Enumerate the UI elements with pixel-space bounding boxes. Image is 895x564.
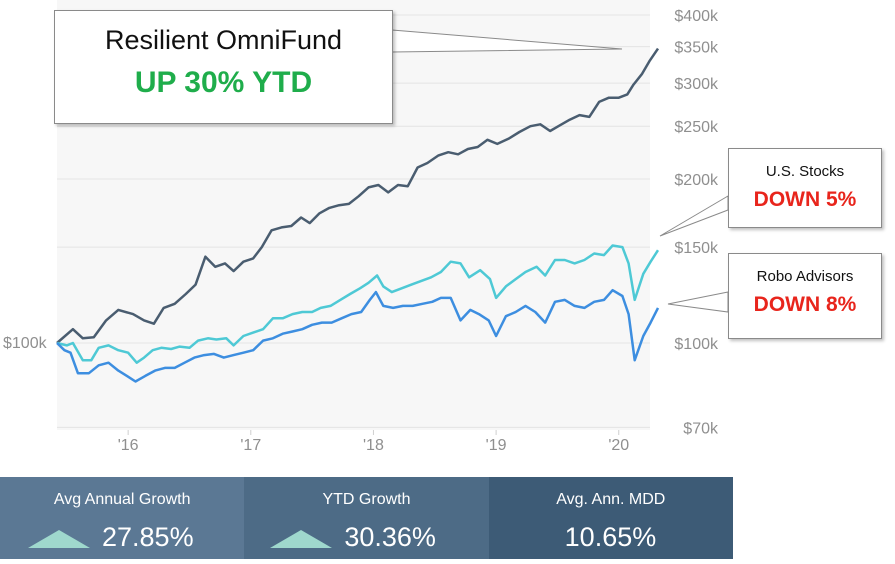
stats-bar: Avg Annual Growth 27.85% YTD Growth 30.3…	[0, 477, 733, 559]
stat-avg-ann-mdd: Avg. Ann. MDD 10.65%	[488, 477, 733, 559]
x-tick-label: '17	[240, 437, 261, 454]
stat-label: Avg Annual Growth	[53, 491, 191, 508]
callout-us-stocks: U.S. Stocks DOWN 5%	[728, 148, 882, 228]
callout-value: DOWN 8%	[753, 293, 857, 316]
stat-label: YTD Growth	[322, 491, 411, 508]
leader-us-stocks	[659, 195, 729, 237]
x-tick-label: '16	[118, 437, 139, 454]
y-tick-label: $150k	[674, 240, 719, 257]
stat-value: 30.36%	[344, 522, 436, 552]
y-tick-label: $300k	[674, 76, 719, 93]
callout-omnifund: Resilient OmniFund UP 30% YTD	[54, 10, 393, 124]
callout-title: Resilient OmniFund	[104, 25, 343, 55]
x-tick-label: '19	[486, 437, 507, 454]
stat-value: 27.85%	[102, 522, 194, 552]
callout-title: Robo Advisors	[756, 268, 854, 285]
y-tick-label: $400k	[674, 8, 719, 25]
up-arrow-icon	[270, 530, 332, 548]
up-arrow-icon	[28, 530, 90, 548]
stat-label: Avg. Ann. MDD	[556, 491, 666, 508]
callout-robo-advisors: Robo Advisors DOWN 8%	[728, 253, 882, 339]
y-tick-label: $200k	[674, 172, 719, 189]
leader-robo	[667, 291, 729, 313]
x-tick-label: '20	[608, 437, 629, 454]
y-tick-label: $70k	[683, 420, 719, 437]
start-value-label: $100k	[3, 335, 48, 352]
stat-value: 10.65%	[564, 522, 657, 552]
x-tick-label: '18	[363, 437, 384, 454]
series-line-robo-advisors	[56, 288, 660, 383]
series-line-omnifund	[56, 47, 660, 344]
callout-leaders	[391, 29, 729, 313]
callout-title: U.S. Stocks	[765, 163, 845, 180]
y-tick-label: $100k	[674, 336, 719, 353]
y-tick-label: $350k	[674, 40, 719, 57]
callout-value: DOWN 5%	[753, 188, 857, 211]
series-line-us-stocks	[56, 244, 660, 364]
y-axis: $400k $350k $300k $250k $200k $150k $100k $70k	[674, 8, 719, 437]
x-axis: '16 '17 '18 '19 '20	[118, 430, 629, 454]
callout-value: UP 30% YTD	[134, 66, 313, 99]
series	[56, 47, 660, 383]
y-tick-label: $250k	[674, 119, 719, 136]
